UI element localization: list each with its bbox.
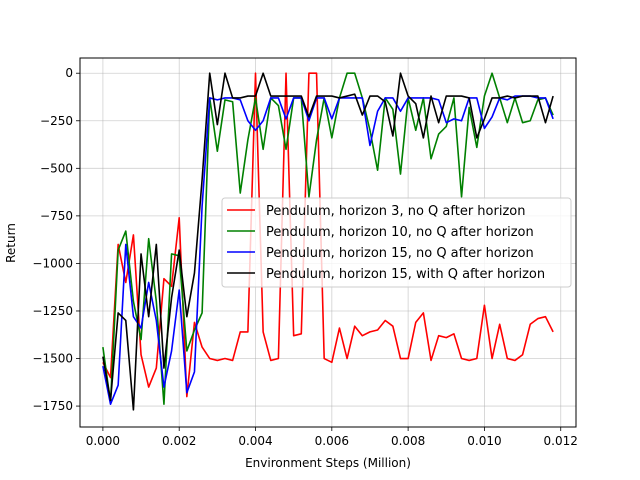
x-tick-label: 0.006 xyxy=(315,434,349,448)
x-tick-label: 0.008 xyxy=(391,434,425,448)
x-tick-label: 0.004 xyxy=(238,434,272,448)
legend: Pendulum, horizon 3, no Q after horizon P… xyxy=(221,197,572,288)
legend-label: Pendulum, horizon 15, no Q after horizon xyxy=(266,246,534,261)
legend-entry-3: Pendulum, horizon 15, no Q after horizon xyxy=(227,246,534,261)
legend-entry-1: Pendulum, horizon 3, no Q after horizon xyxy=(227,204,525,219)
y-tick-label: −1750 xyxy=(32,399,73,413)
x-tick-label: 0.010 xyxy=(467,434,501,448)
series-line-1 xyxy=(102,72,554,398)
legend-entry-4: Pendulum, horizon 15, with Q after horiz… xyxy=(227,267,545,282)
legend-label: Pendulum, horizon 10, no Q after horizon xyxy=(266,225,534,240)
x-tick-label: 0.012 xyxy=(544,434,578,448)
series-line-4 xyxy=(102,72,554,411)
y-tick-label: −500 xyxy=(40,161,73,175)
y-axis-label: Return xyxy=(4,223,18,263)
x-axis-label: Environment Steps (Million) xyxy=(245,456,411,470)
x-tick-label: 0.002 xyxy=(162,434,196,448)
y-tick-label: −1000 xyxy=(32,256,73,270)
legend-label: Pendulum, horizon 3, no Q after horizon xyxy=(266,204,525,219)
y-tick-label: 0 xyxy=(65,66,73,80)
legend-box xyxy=(221,197,572,288)
plot-area-frame xyxy=(79,57,577,428)
y-tick-label: −1250 xyxy=(32,304,73,318)
y-axis-ticks: 0 −250 −500 −750 −1000 −1250 −1500 −1750 xyxy=(32,66,80,413)
y-tick-label: −750 xyxy=(40,209,73,223)
y-tick-label: −1500 xyxy=(32,352,73,366)
y-tick-label: −250 xyxy=(40,114,73,128)
x-axis-ticks: 0.000 0.002 0.004 0.006 0.008 0.010 0.012 xyxy=(86,427,578,448)
series-lines xyxy=(102,72,554,411)
series-line-3 xyxy=(102,95,554,405)
legend-label: Pendulum, horizon 15, with Q after horiz… xyxy=(266,267,545,282)
x-tick-label: 0.000 xyxy=(86,434,120,448)
legend-entry-2: Pendulum, horizon 10, no Q after horizon xyxy=(227,225,534,240)
